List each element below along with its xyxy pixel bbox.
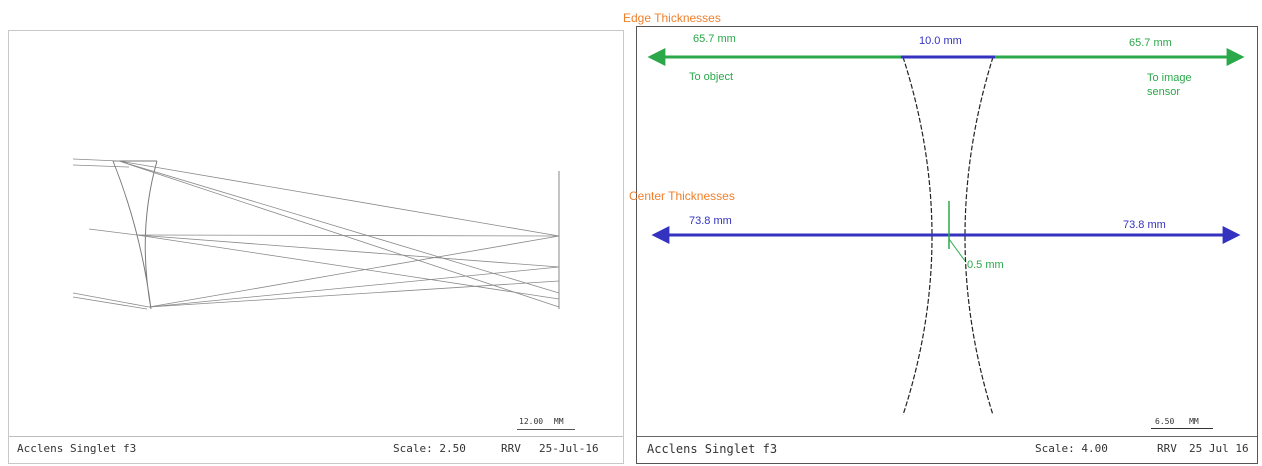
center-thickness-leader: [948, 238, 966, 262]
ray: [88, 228, 138, 236]
center-thickness-value: 0.5 mm: [967, 259, 1004, 271]
ray: [72, 164, 130, 168]
thickness-panel: Edge Thicknesses Center Thicknesses 65.7…: [623, 11, 1258, 464]
ray: [148, 235, 560, 308]
left-scale-bar: 12.00 MM: [519, 417, 564, 426]
ray-trace-panel: 12.00 MM Acclens Singlet f3 Scale: 2.50 …: [8, 30, 624, 464]
scale-bar-value: 12.00: [519, 417, 544, 426]
center-right-value: 73.8 mm: [1123, 219, 1166, 231]
to-image-sensor-label: To image sensor: [1147, 72, 1192, 98]
right-footer: Acclens Singlet f3 Scale: 4.00 RRV 25 Ju…: [637, 436, 1257, 463]
thickness-diagram: [647, 48, 1245, 416]
edge-right-value: 65.7 mm: [1129, 37, 1172, 49]
ray: [148, 280, 560, 308]
left-footer-scale: Scale: 2.50: [393, 442, 466, 455]
ray: [118, 160, 560, 308]
ray: [136, 234, 560, 300]
right-scale-bar: 6.50 MM: [1155, 417, 1199, 426]
ray-bundle: [72, 158, 560, 310]
ray: [72, 296, 148, 310]
ray: [136, 234, 560, 268]
scale-bar-unit: MM: [553, 417, 564, 426]
ray: [118, 160, 560, 237]
right-footer-scale: Scale: 4.00: [1035, 442, 1108, 455]
ray-trace-diagram: [72, 158, 560, 310]
right-footer-initials: RRV: [1157, 442, 1177, 455]
ray: [136, 234, 560, 237]
to-object-label: To object: [689, 71, 734, 83]
left-scale-line: [517, 429, 575, 430]
scale-bar-value: 6.50: [1155, 417, 1175, 426]
edge-thickness-heading: Edge Thicknesses: [623, 11, 721, 25]
center-left-value: 73.8 mm: [689, 215, 732, 227]
ray: [72, 158, 120, 162]
left-footer-title: Acclens Singlet f3: [17, 442, 137, 455]
right-footer-title: Acclens Singlet f3: [647, 442, 778, 456]
center-thickness-heading: Center Thicknesses: [629, 189, 735, 203]
right-scale-line: [1151, 428, 1213, 429]
ray: [148, 266, 560, 308]
left-footer: Acclens Singlet f3 Scale: 2.50 RRV 25-Ju…: [9, 436, 623, 463]
edge-middle-value: 10.0 mm: [919, 35, 962, 47]
edge-left-value: 65.7 mm: [693, 33, 736, 45]
right-footer-date: 25 Jul 16: [1189, 442, 1249, 455]
left-footer-initials: RRV: [501, 442, 521, 455]
left-footer-date: 25-Jul-16: [539, 442, 599, 455]
ray: [118, 160, 560, 294]
scale-bar-unit: MM: [1189, 417, 1199, 426]
ray: [72, 292, 150, 308]
